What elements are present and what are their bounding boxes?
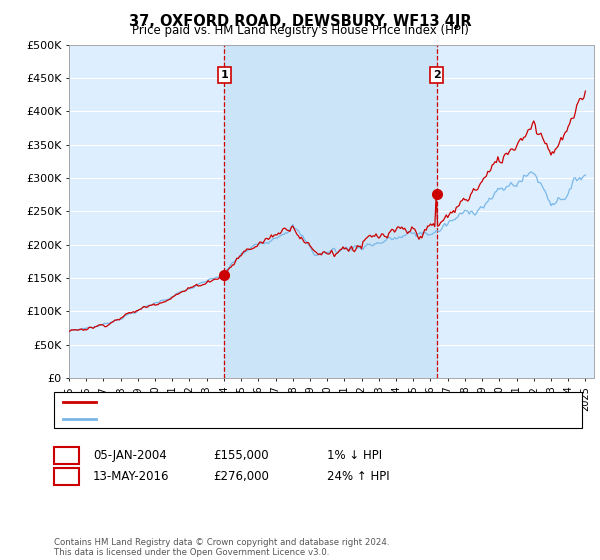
Text: 2: 2 — [433, 70, 441, 80]
Text: 05-JAN-2004: 05-JAN-2004 — [93, 449, 167, 463]
Text: 37, OXFORD ROAD, DEWSBURY, WF13 4JR (detached house): 37, OXFORD ROAD, DEWSBURY, WF13 4JR (det… — [99, 397, 413, 407]
Text: 1% ↓ HPI: 1% ↓ HPI — [327, 449, 382, 463]
Text: £155,000: £155,000 — [213, 449, 269, 463]
Text: 1: 1 — [220, 70, 228, 80]
Text: Price paid vs. HM Land Registry's House Price Index (HPI): Price paid vs. HM Land Registry's House … — [131, 24, 469, 37]
Text: £276,000: £276,000 — [213, 470, 269, 483]
Text: 13-MAY-2016: 13-MAY-2016 — [93, 470, 170, 483]
Text: 24% ↑ HPI: 24% ↑ HPI — [327, 470, 389, 483]
Text: 1: 1 — [62, 449, 71, 463]
Text: HPI: Average price, detached house, Kirklees: HPI: Average price, detached house, Kirk… — [99, 414, 334, 424]
Bar — [224, 45, 437, 378]
Text: 2: 2 — [62, 470, 71, 483]
Text: Contains HM Land Registry data © Crown copyright and database right 2024.
This d: Contains HM Land Registry data © Crown c… — [54, 538, 389, 557]
Text: 37, OXFORD ROAD, DEWSBURY, WF13 4JR: 37, OXFORD ROAD, DEWSBURY, WF13 4JR — [128, 14, 472, 29]
